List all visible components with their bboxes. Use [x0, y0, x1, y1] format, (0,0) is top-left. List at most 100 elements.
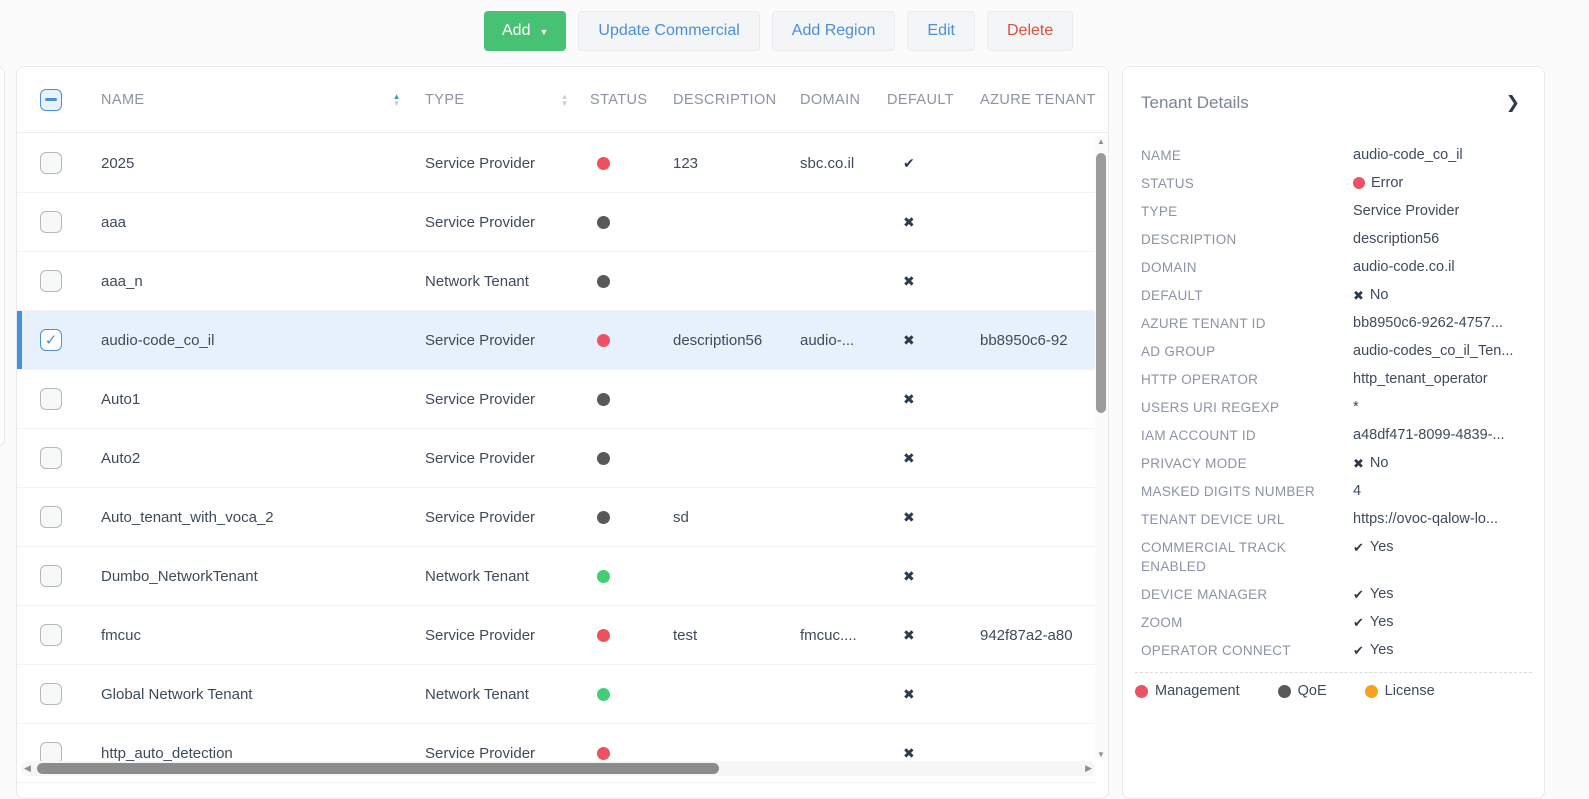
sort-icon[interactable]: ▲ ▼	[561, 93, 569, 107]
column-header-type[interactable]: TYPE ▲ ▼	[409, 92, 577, 108]
row-checkbox[interactable]	[40, 211, 62, 233]
row-checkbox[interactable]	[40, 152, 62, 174]
field-value-text: a48df471-8099-4839-...	[1353, 426, 1505, 445]
table-row[interactable]: Dumbo_NetworkTenant Network Tenant ✖	[17, 547, 1095, 606]
scroll-up-icon[interactable]: ▲	[1095, 137, 1107, 146]
legend-dot-icon	[1365, 685, 1378, 698]
collapsed-left-panel-edge	[0, 66, 5, 447]
update-commercial-button[interactable]: Update Commercial	[578, 11, 759, 51]
row-checkbox[interactable]	[40, 565, 62, 587]
table-row[interactable]: fmcuc Service Provider test fmcuc.... ✖ …	[17, 606, 1095, 665]
table-row[interactable]: 2025 Service Provider 123 sbc.co.il ✔	[17, 134, 1095, 193]
row-checkbox[interactable]	[40, 683, 62, 705]
field-label: AD GROUP	[1141, 342, 1353, 361]
field-value: ✖No	[1353, 286, 1388, 305]
vertical-scrollbar-thumb[interactable]	[1096, 153, 1106, 413]
legend-label: Management	[1155, 683, 1240, 699]
field-label: NAME	[1141, 146, 1353, 165]
tenant-status-cell	[577, 216, 665, 229]
field-label: ZOOM	[1141, 613, 1353, 632]
tenant-name-cell: Auto_tenant_with_voca_2	[85, 509, 409, 526]
field-label: TENANT DEVICE URL	[1141, 510, 1353, 529]
details-fields: NAME audio-code_co_il STATUS Error TYPE …	[1123, 129, 1544, 664]
tenant-status-cell	[577, 511, 665, 524]
legend-dot-icon	[1135, 685, 1148, 698]
row-checkbox[interactable]	[40, 506, 62, 528]
details-field-row: TENANT DEVICE URL https://ovoc-qalow-lo.…	[1141, 505, 1526, 533]
field-value: https://ovoc-qalow-lo...	[1353, 510, 1498, 529]
tenant-default-cell: ✖	[879, 568, 971, 585]
field-value: 4	[1353, 482, 1361, 501]
table-row[interactable]: Auto2 Service Provider ✖	[17, 429, 1095, 488]
details-field-row: DOMAIN audio-code.co.il	[1141, 253, 1526, 281]
details-field-row: PRIVACY MODE ✖No	[1141, 449, 1526, 477]
status-dot-icon	[597, 334, 610, 347]
column-header-domain[interactable]: DOMAIN	[791, 92, 879, 108]
scroll-left-icon[interactable]: ◀	[24, 762, 31, 775]
delete-button[interactable]: Delete	[987, 11, 1073, 51]
legend-item: Management	[1135, 683, 1240, 699]
field-value: *	[1353, 398, 1359, 417]
column-header-azure-tenant[interactable]: AZURE TENANT	[971, 92, 1108, 108]
table-row[interactable]: Auto1 Service Provider ✖	[17, 370, 1095, 429]
column-header-description[interactable]: DESCRIPTION	[665, 92, 791, 108]
edit-button[interactable]: Edit	[907, 11, 975, 51]
field-value: audio-codes_co_il_Ten...	[1353, 342, 1513, 361]
column-header-name[interactable]: NAME ▲ ▼	[85, 92, 409, 108]
table-row[interactable]: Global Network Tenant Network Tenant ✖	[17, 665, 1095, 724]
details-field-row: NAME audio-code_co_il	[1141, 141, 1526, 169]
status-dot-icon	[597, 216, 610, 229]
status-dot-icon	[1353, 177, 1365, 189]
tenant-default-cell: ✖	[879, 509, 971, 526]
tenant-description-cell: 123	[665, 155, 791, 172]
select-all-checkbox[interactable]	[40, 89, 62, 111]
scroll-down-icon[interactable]: ▼	[1095, 750, 1107, 759]
add-region-button[interactable]: Add Region	[772, 11, 896, 51]
collapse-panel-chevron-icon[interactable]: ❯	[1506, 93, 1520, 113]
horizontal-scrollbar-thumb[interactable]	[37, 763, 719, 774]
details-header: Tenant Details ❯	[1123, 67, 1544, 129]
tenant-type-cell: Service Provider	[409, 155, 577, 172]
details-field-row: MASKED DIGITS NUMBER 4	[1141, 477, 1526, 505]
vertical-scrollbar[interactable]: ▲ ▼	[1095, 137, 1107, 759]
field-label: OPERATOR CONNECT	[1141, 641, 1353, 660]
tenant-status-cell	[577, 393, 665, 406]
legend-item: License	[1365, 683, 1435, 699]
tenant-default-cell: ✔	[879, 155, 971, 172]
table-row[interactable]: aaa_n Network Tenant ✖	[17, 252, 1095, 311]
table-row[interactable]: Auto_tenant_with_voca_2 Service Provider…	[17, 488, 1095, 547]
details-field-row: TYPE Service Provider	[1141, 197, 1526, 225]
field-label: MASKED DIGITS NUMBER	[1141, 482, 1353, 501]
add-button[interactable]: Add ▼	[484, 11, 566, 51]
tenant-type-cell: Network Tenant	[409, 568, 577, 585]
table-row[interactable]: aaa Service Provider ✖	[17, 193, 1095, 252]
details-field-row: DEFAULT ✖No	[1141, 281, 1526, 309]
details-panel-title: Tenant Details	[1141, 93, 1249, 113]
field-value: ✔Yes	[1353, 613, 1394, 632]
field-value-text: *	[1353, 398, 1359, 417]
field-value-text: audio-code_co_il	[1353, 146, 1463, 165]
sort-icon[interactable]: ▲ ▼	[393, 93, 401, 107]
field-value-text: bb8950c6-9262-4757...	[1353, 314, 1503, 333]
legend-label: QoE	[1298, 683, 1327, 699]
row-checkbox[interactable]	[40, 624, 62, 646]
field-value: Service Provider	[1353, 202, 1459, 221]
field-label: USERS URI REGEXP	[1141, 398, 1353, 417]
caret-down-icon: ▼	[539, 27, 548, 37]
scroll-right-icon[interactable]: ▶	[1085, 762, 1092, 775]
table-row[interactable]: ✓ audio-code_co_il Service Provider desc…	[17, 311, 1095, 370]
legend-item: QoE	[1278, 683, 1327, 699]
row-checkbox[interactable]	[40, 447, 62, 469]
field-value-text: No	[1370, 286, 1389, 305]
column-header-default[interactable]: DEFAULT	[879, 92, 971, 108]
status-dot-icon	[597, 511, 610, 524]
horizontal-scrollbar[interactable]: ◀ ▶	[21, 761, 1095, 776]
row-checkbox[interactable]	[40, 388, 62, 410]
status-dot-icon	[597, 157, 610, 170]
tenant-type-cell: Service Provider	[409, 214, 577, 231]
status-dot-icon	[597, 629, 610, 642]
row-checkbox[interactable]: ✓	[40, 329, 62, 351]
field-value-text: audio-codes_co_il_Ten...	[1353, 342, 1513, 361]
column-header-status[interactable]: STATUS	[577, 92, 665, 108]
row-checkbox[interactable]	[40, 270, 62, 292]
